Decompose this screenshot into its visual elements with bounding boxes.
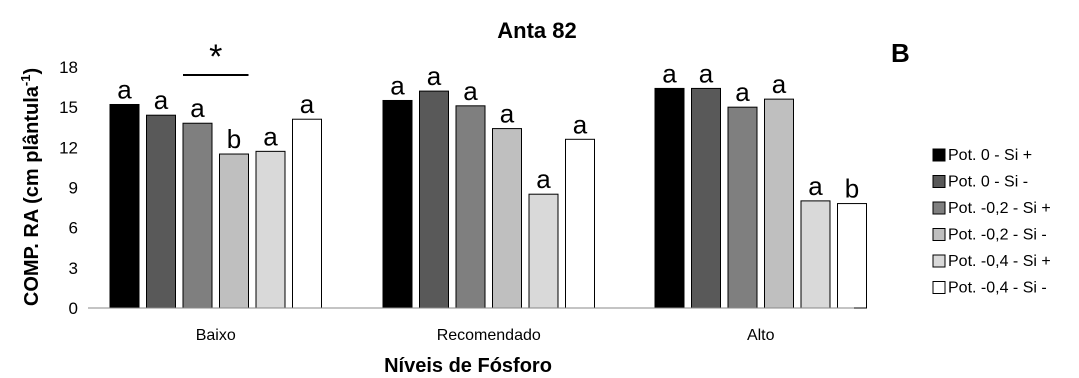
y-axis-title-main: COMP. RA (cm plântula xyxy=(21,85,43,306)
bar xyxy=(727,106,758,309)
y-axis-title: COMP. RA (cm plântula-1) xyxy=(18,68,43,306)
bar xyxy=(691,87,721,309)
bar xyxy=(382,99,413,309)
legend-swatch xyxy=(932,281,946,294)
y-tick-label: 18 xyxy=(59,58,78,77)
bar xyxy=(837,203,867,309)
significance-letter: a xyxy=(772,69,787,99)
y-tick-label: 12 xyxy=(59,138,78,157)
y-tick-label: 6 xyxy=(69,219,78,238)
legend-swatch xyxy=(932,175,946,188)
bar xyxy=(419,90,449,309)
legend-swatch xyxy=(932,228,946,241)
significance-letter: a xyxy=(190,93,205,123)
x-axis-categories: Baixo Recomendado Alto xyxy=(196,327,775,344)
bar xyxy=(492,128,522,309)
significance-letter: a xyxy=(154,85,169,115)
significance-letter: a xyxy=(699,58,714,88)
bar xyxy=(255,150,286,309)
legend-label: Pot. -0,2 - Si - xyxy=(948,227,1047,244)
legend-label: Pot. 0 - Si - xyxy=(948,174,1028,191)
y-tick-label: 15 xyxy=(59,98,78,117)
bar xyxy=(800,200,831,309)
significance-letter: a xyxy=(500,99,515,129)
bar xyxy=(219,153,249,309)
bar xyxy=(146,114,176,309)
y-axis-title-superscript: -1 xyxy=(18,75,33,87)
category-label: Recomendado xyxy=(437,327,541,344)
y-tick-label: 3 xyxy=(69,259,78,278)
category-label: Alto xyxy=(747,327,775,344)
significance-letter: a xyxy=(735,77,750,107)
significance-letter: a xyxy=(463,76,478,106)
chart-title: Anta 82 xyxy=(497,18,576,43)
significance-letter: a xyxy=(427,61,442,91)
significance-letter: a xyxy=(263,121,278,151)
bar xyxy=(455,105,486,309)
significance-letter: a xyxy=(662,58,677,88)
legend-swatch xyxy=(932,148,946,162)
panel-label: B xyxy=(891,38,910,68)
y-axis-ticks: 0 3 6 9 12 15 18 xyxy=(59,58,78,318)
legend: Pot. 0 - Si + Pot. 0 - Si - Pot. -0,2 - Si… xyxy=(932,147,1051,297)
significance-letter: a xyxy=(117,74,132,104)
legend-label: Pot. -0,2 - Si + xyxy=(948,200,1051,217)
y-tick-label: 0 xyxy=(69,299,78,318)
category-label: Baixo xyxy=(196,327,236,344)
y-tick-label: 9 xyxy=(69,179,78,198)
annotation-star: * xyxy=(209,38,222,76)
bar xyxy=(528,193,559,309)
bar xyxy=(109,103,140,309)
bar xyxy=(292,118,322,309)
bar xyxy=(565,138,595,309)
legend-swatch xyxy=(932,201,946,215)
legend-label: Pot. -0,4 - Si + xyxy=(948,253,1051,270)
significance-letter: a xyxy=(536,164,551,194)
significance-letter: b xyxy=(227,124,241,154)
significance-letter: a xyxy=(390,70,405,100)
bars-layer xyxy=(109,87,867,309)
bar xyxy=(764,98,794,309)
significance-letter: a xyxy=(573,109,588,139)
significance-letter: b xyxy=(845,174,859,204)
significance-letter: a xyxy=(808,171,823,201)
legend-swatch xyxy=(932,254,946,268)
bar xyxy=(182,122,213,309)
x-axis-title: Níveis de Fósforo xyxy=(384,355,552,377)
bar xyxy=(654,87,685,309)
y-axis-title-close: ) xyxy=(21,68,43,75)
legend-label: Pot. -0,4 - Si - xyxy=(948,280,1047,297)
legend-label: Pot. 0 - Si + xyxy=(948,147,1032,164)
significance-letter: a xyxy=(300,89,315,119)
